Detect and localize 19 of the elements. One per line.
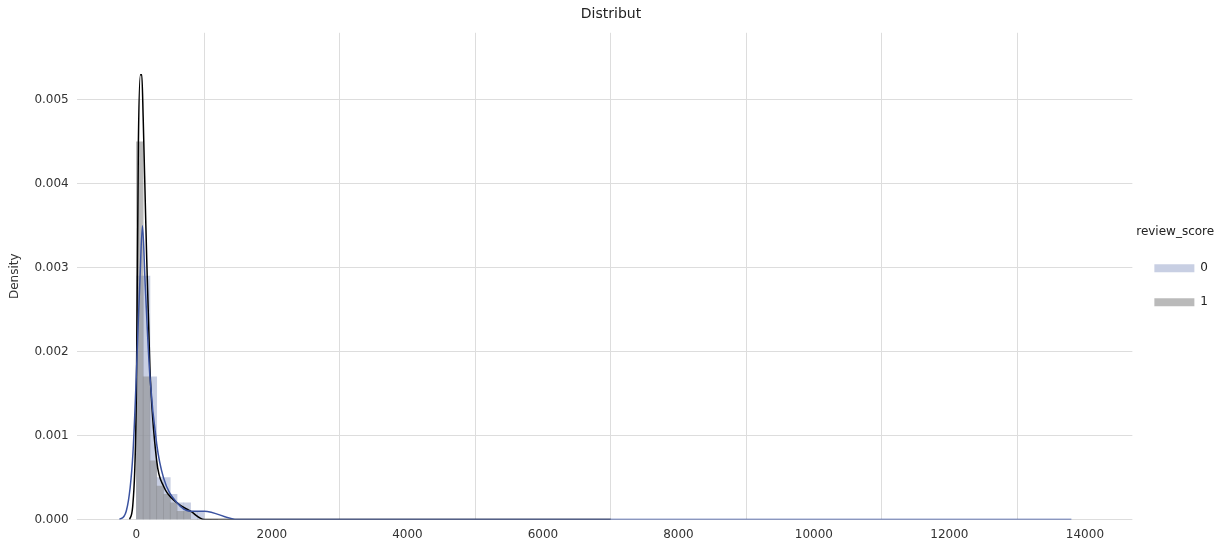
y-tick-label: 0.001 — [34, 427, 69, 442]
x-tick-label: 12000 — [930, 526, 969, 541]
x-tick-label: 2000 — [256, 526, 288, 541]
y-tick-label: 0.000 — [34, 511, 69, 526]
legend-label: 0 — [1200, 260, 1209, 275]
y-tick-label: 0.004 — [34, 176, 69, 190]
y-tick-label: 0.005 — [34, 92, 69, 107]
legend-label: 1 — [1200, 294, 1209, 309]
legend-title: review_score — [1136, 223, 1215, 238]
x-tick-label: 14000 — [1065, 526, 1105, 541]
y-axis-title: Density — [7, 253, 22, 300]
y-tick-label: 0.002 — [34, 343, 69, 358]
y-tick-label: 0.003 — [34, 259, 69, 274]
x-tick-label: 8000 — [663, 526, 694, 541]
x-tick-label: 0 — [132, 526, 141, 541]
x-tick-label: 4000 — [392, 526, 423, 541]
x-tick-label: 10000 — [794, 526, 834, 541]
chart-title: Distribut — [580, 5, 642, 22]
x-tick-label: 6000 — [527, 526, 559, 541]
